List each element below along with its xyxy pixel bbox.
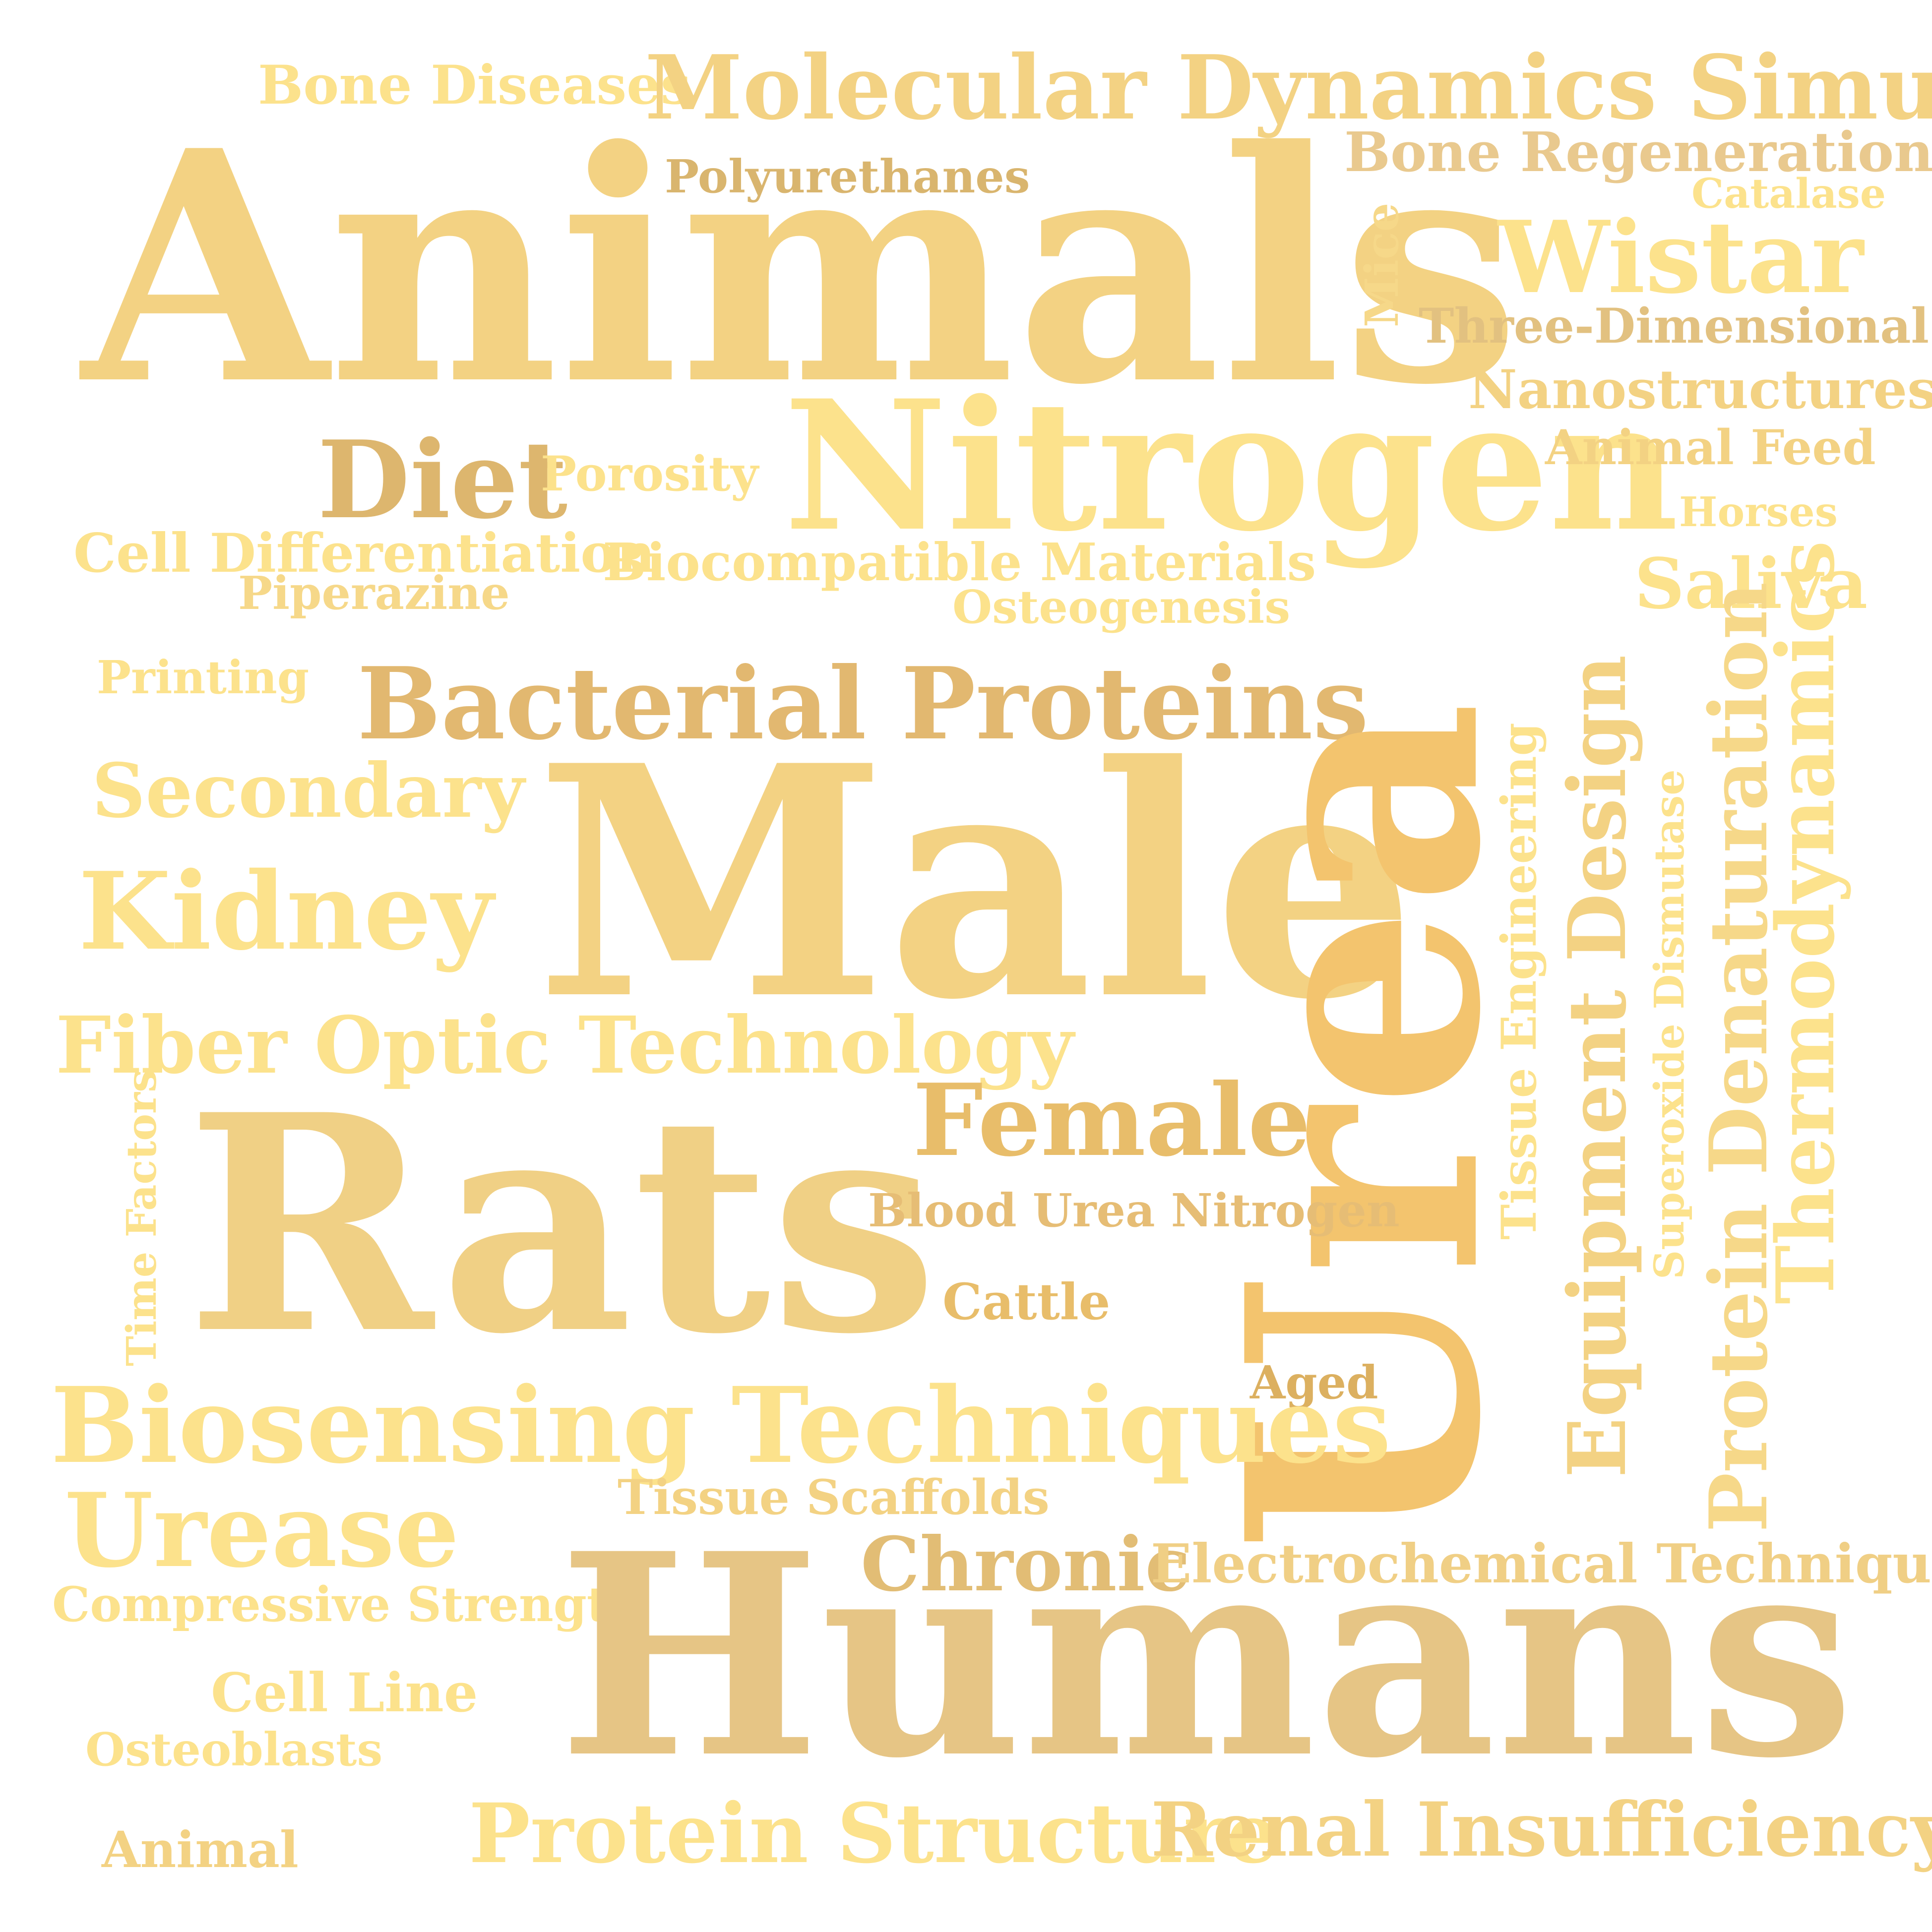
- word-mice: Mice: [1355, 202, 1409, 327]
- word-cell-line: Cell Line: [211, 1662, 478, 1724]
- word-blood-urea-nitrogen: Blood Urea Nitrogen: [868, 1184, 1400, 1237]
- word-bone-regeneration: Bone Regeneration: [1344, 120, 1932, 184]
- word-protein-structure: Protein Structure: [469, 1785, 1279, 1881]
- word-equipment-design: Equipment Design: [1551, 655, 1644, 1478]
- word-osteoblasts: Osteoblasts: [85, 1723, 383, 1776]
- word-male: Male: [536, 696, 1416, 1069]
- word-biosensing-techniques: Biosensing Techniques: [51, 1364, 1391, 1487]
- word-catalase: Catalase: [1691, 170, 1886, 218]
- word-porosity: Porosity: [541, 446, 758, 502]
- word-cattle: Cattle: [942, 1272, 1111, 1331]
- word-protein-denaturation: Protein Denaturation: [1692, 582, 1785, 1532]
- word-secondary: Secondary: [92, 747, 525, 835]
- word-aged: Aged: [1250, 1356, 1378, 1409]
- word-cell-differentiation: Cell Differentiation: [73, 522, 655, 585]
- word-electrochemical-techniques: Electrochemical Techniques: [1151, 1533, 1932, 1595]
- word-humans: Humans: [558, 1493, 1855, 1819]
- word-animals: Animals: [82, 81, 1521, 454]
- word-bone-diseases: Bone Diseases: [258, 54, 691, 117]
- word-printing: Printing: [97, 651, 310, 704]
- word-renal-insufficiency: Renal Insufficiency: [1151, 1786, 1932, 1873]
- word-piperazine: Piperazine: [238, 566, 510, 620]
- word-nanostructures: Nanostructures: [1468, 359, 1932, 421]
- word-tissue-engineering: Tissue Engineering: [1491, 723, 1547, 1240]
- word-polyurethanes: Polyurethanes: [665, 150, 1030, 203]
- word-fiber-optic-technology: Fiber Optic Technology: [56, 1000, 1074, 1091]
- word-horses: Horses: [1679, 488, 1838, 536]
- word-animal-feed: Animal Feed: [1545, 420, 1876, 476]
- word-time-factors: Time Factors: [118, 1069, 166, 1366]
- word-rats: Rats: [186, 1050, 938, 1399]
- word-saliva: Saliva: [1634, 543, 1868, 625]
- word-compressive-strength: Compressive Strength: [52, 1576, 644, 1632]
- word-chronic: Chronic: [861, 1521, 1190, 1608]
- word-kidney: Kidney: [78, 848, 494, 974]
- word-tissue-scaffolds: Tissue Scaffolds: [618, 1469, 1050, 1525]
- word-three-dimensional: Three-Dimensional: [1419, 298, 1929, 354]
- word-biocompatible-materials: Biocompatible Materials: [603, 532, 1316, 593]
- word-bacterial-proteins: Bacterial Proteins: [357, 646, 1369, 762]
- word-molecular-dynamics-simulation: Molecular Dynamics Simulation: [645, 36, 1932, 139]
- word-female: Female: [913, 1062, 1311, 1179]
- word-osteogenesis: Osteogenesis: [952, 580, 1291, 634]
- word-wistar: Wistar: [1498, 199, 1864, 316]
- word-nitrogen: Nitrogen: [784, 361, 1679, 571]
- word-urease: Urease: [64, 1471, 459, 1590]
- word-diet: Diet: [317, 417, 568, 543]
- word-superoxide-dismutase: Superoxide Dismutase: [1646, 769, 1693, 1279]
- word-animal: Animal: [102, 1820, 299, 1879]
